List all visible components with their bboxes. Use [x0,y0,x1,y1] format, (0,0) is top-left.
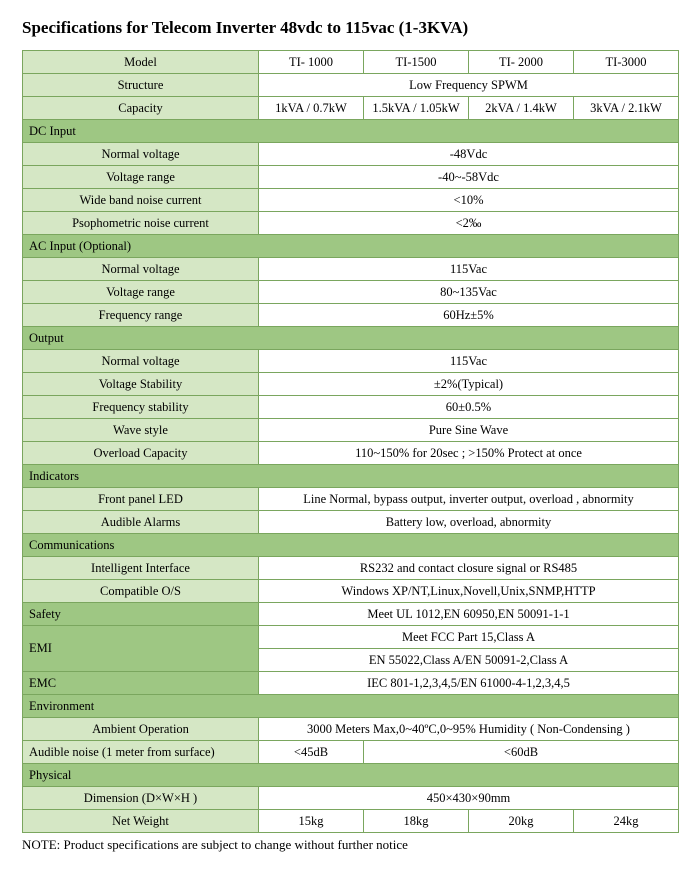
ac-row-0-value: 115Vac [259,258,679,281]
ind-row-0-value: Line Normal, bypass output, inverter out… [259,488,679,511]
page-title: Specifications for Telecom Inverter 48vd… [22,18,678,38]
dc-row-1-label: Voltage range [23,166,259,189]
ac-row-2-label: Frequency range [23,304,259,327]
section-environment: Environment [23,695,679,718]
section-communications: Communications [23,534,679,557]
capacity-3: 3kVA / 2.1kW [574,97,679,120]
structure-value: Low Frequency SPWM [259,74,679,97]
out-row-4-label: Overload Capacity [23,442,259,465]
out-row-3-label: Wave style [23,419,259,442]
dc-row-3-label: Psophometric noise current [23,212,259,235]
comm-row-1-value: Windows XP/NT,Linux,Novell,Unix,SNMP,HTT… [259,580,679,603]
out-row-1-value: ±2%(Typical) [259,373,679,396]
section-emi: EMI [23,626,259,672]
section-indicators: Indicators [23,465,679,488]
comm-row-0-value: RS232 and contact closure signal or RS48… [259,557,679,580]
env-audible-0: <45dB [259,741,364,764]
spec-table: Model TI- 1000 TI-1500 TI- 2000 TI-3000 … [22,50,679,833]
section-physical: Physical [23,764,679,787]
ind-row-1-label: Audible Alarms [23,511,259,534]
structure-label: Structure [23,74,259,97]
section-dc-input: DC Input [23,120,679,143]
out-row-4-value: 110~150% for 20sec ; >150% Protect at on… [259,442,679,465]
dc-row-2-label: Wide band noise current [23,189,259,212]
section-output: Output [23,327,679,350]
model-2: TI- 2000 [469,51,574,74]
phys-dim-label: Dimension (D×W×H ) [23,787,259,810]
ac-row-1-value: 80~135Vac [259,281,679,304]
phys-weight-0: 15kg [259,810,364,833]
dc-row-0-label: Normal voltage [23,143,259,166]
dc-row-2-value: <10% [259,189,679,212]
phys-weight-1: 18kg [364,810,469,833]
model-0: TI- 1000 [259,51,364,74]
model-label: Model [23,51,259,74]
out-row-3-value: Pure Sine Wave [259,419,679,442]
out-row-1-label: Voltage Stability [23,373,259,396]
comm-row-1-label: Compatible O/S [23,580,259,603]
ind-row-1-value: Battery low, overload, abnormity [259,511,679,534]
env-ambient-label: Ambient Operation [23,718,259,741]
out-row-2-label: Frequency stability [23,396,259,419]
out-row-0-label: Normal voltage [23,350,259,373]
section-ac-input: AC Input (Optional) [23,235,679,258]
phys-weight-2: 20kg [469,810,574,833]
env-audible-1: <60dB [364,741,679,764]
phys-dim-value: 450×430×90mm [259,787,679,810]
dc-row-1-value: -40~-58Vdc [259,166,679,189]
capacity-1: 1.5kVA / 1.05kW [364,97,469,120]
capacity-label: Capacity [23,97,259,120]
ac-row-1-label: Voltage range [23,281,259,304]
dc-row-0-value: -48Vdc [259,143,679,166]
footnote: NOTE: Product specifications are subject… [22,837,678,853]
emi-value-0: Meet FCC Part 15,Class A [259,626,679,649]
section-safety: Safety [23,603,259,626]
emi-value-1: EN 55022,Class A/EN 50091-2,Class A [259,649,679,672]
phys-weight-3: 24kg [574,810,679,833]
capacity-0: 1kVA / 0.7kW [259,97,364,120]
section-emc: EMC [23,672,259,695]
ac-row-2-value: 60Hz±5% [259,304,679,327]
comm-row-0-label: Intelligent Interface [23,557,259,580]
env-ambient-value: 3000 Meters Max,0~40ºC,0~95% Humidity ( … [259,718,679,741]
ac-row-0-label: Normal voltage [23,258,259,281]
phys-weight-label: Net Weight [23,810,259,833]
dc-row-3-value: <2‰ [259,212,679,235]
model-1: TI-1500 [364,51,469,74]
env-audible-label: Audible noise (1 meter from surface) [23,741,259,764]
safety-value: Meet UL 1012,EN 60950,EN 50091-1-1 [259,603,679,626]
emc-value: IEC 801-1,2,3,4,5/EN 61000-4-1,2,3,4,5 [259,672,679,695]
capacity-2: 2kVA / 1.4kW [469,97,574,120]
model-3: TI-3000 [574,51,679,74]
out-row-0-value: 115Vac [259,350,679,373]
out-row-2-value: 60±0.5% [259,396,679,419]
ind-row-0-label: Front panel LED [23,488,259,511]
